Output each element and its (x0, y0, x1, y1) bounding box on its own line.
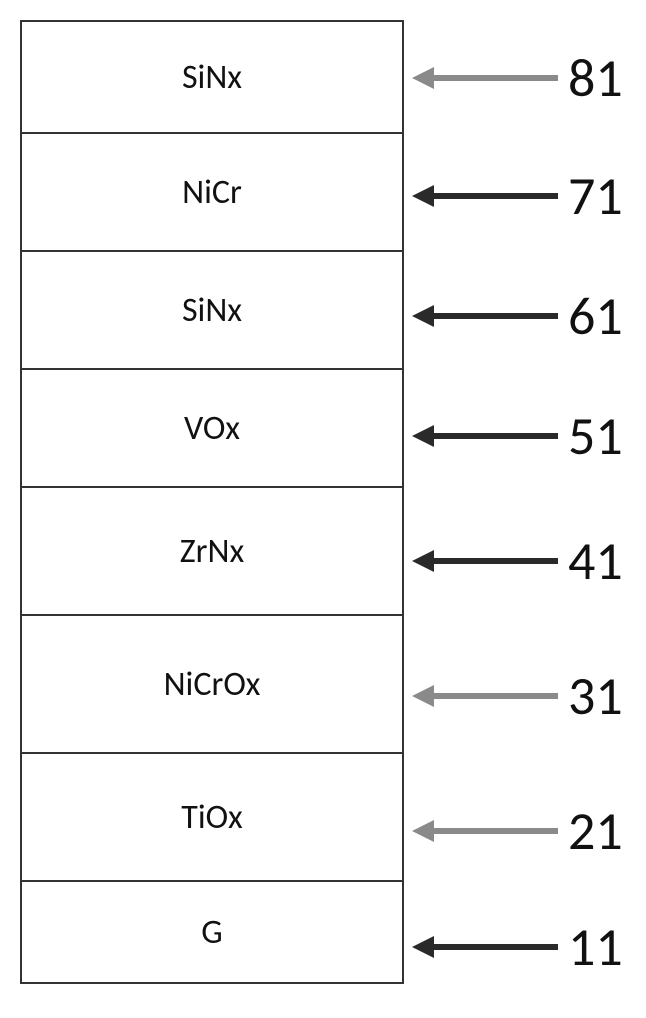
arrow-left-icon (410, 681, 560, 711)
layer-cell: NiCrOx (22, 616, 402, 754)
annotation-row: 11 (404, 896, 623, 998)
arrow-left-icon (410, 63, 560, 93)
reference-number: 31 (568, 663, 623, 729)
arrow-left-icon (410, 932, 560, 962)
arrow-left-icon (410, 301, 560, 331)
reference-number: 51 (568, 403, 623, 469)
layer-label: ZrNx (180, 531, 244, 572)
reference-number: 61 (568, 283, 623, 349)
annotation-row: 31 (404, 626, 623, 766)
arrow-left-icon (410, 546, 560, 576)
annotation-row: 21 (404, 766, 623, 896)
annotation-row: 61 (404, 256, 623, 376)
layer-label: SiNx (182, 290, 242, 331)
annotation-row: 71 (404, 136, 623, 256)
layer-cell: SiNx (22, 252, 402, 370)
layer-label: NiCr (182, 172, 242, 213)
layer-cell: TiOx (22, 754, 402, 882)
layer-cell: VOx (22, 370, 402, 488)
annotation-row: 81 (404, 20, 623, 136)
reference-number: 41 (568, 528, 623, 594)
layer-diagram: SiNx NiCr SiNx VOx ZrNx NiCrOx TiOx G 81 71 61 51 4… (20, 20, 626, 998)
layer-stack: SiNx NiCr SiNx VOx ZrNx NiCrOx TiOx G (20, 20, 404, 984)
layer-label: TiOx (181, 797, 242, 838)
arrow-left-icon (410, 181, 560, 211)
arrow-left-icon (410, 816, 560, 846)
layer-cell: NiCr (22, 134, 402, 252)
annotation-column: 81 71 61 51 41 31 21 11 (404, 20, 623, 998)
layer-cell: SiNx (22, 22, 402, 134)
layer-label: NiCrOx (164, 664, 261, 705)
annotation-row: 51 (404, 376, 623, 496)
arrow-left-icon (410, 421, 560, 451)
reference-number: 11 (568, 914, 623, 980)
layer-label: G (201, 912, 222, 953)
reference-number: 71 (568, 163, 623, 229)
layer-label: SiNx (182, 57, 242, 98)
layer-label: VOx (184, 408, 240, 449)
reference-number: 81 (568, 45, 623, 111)
reference-number: 21 (568, 798, 623, 864)
layer-cell: ZrNx (22, 488, 402, 616)
layer-cell: G (22, 882, 402, 982)
annotation-row: 41 (404, 496, 623, 626)
